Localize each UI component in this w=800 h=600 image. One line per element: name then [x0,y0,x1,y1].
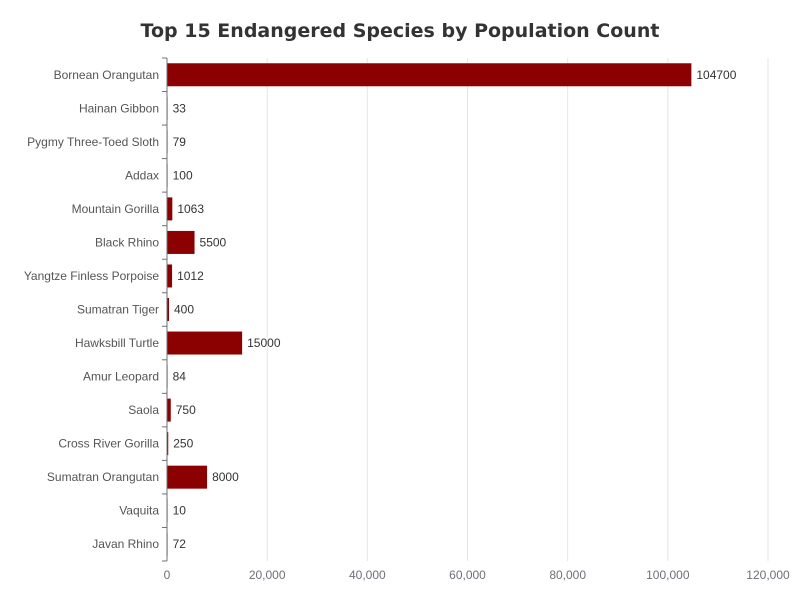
bar [167,331,243,355]
category-label: Hainan Gibbon [79,101,159,115]
category-label: Pygmy Three-Toed Sloth [27,135,159,149]
chart-title: Top 15 Endangered Species by Population … [140,20,660,42]
bar [167,398,171,422]
category-label: Cross River Gorilla [58,437,159,451]
labels: 0 20,000 40,000 60,000 80,000 100,000 120,000 B… [24,68,790,582]
category-label: Yangtze Finless Porpoise [24,269,160,283]
category-label: Amur Leopard [83,370,159,384]
category-label: Bornean Orangutan [54,68,159,82]
bar [167,264,173,288]
data-label: 400 [174,303,194,317]
data-label: 15000 [247,336,281,350]
bar [167,432,169,456]
x-tick-label: 120,000 [746,568,790,582]
data-label: 1012 [177,269,204,283]
data-label: 104700 [696,68,736,82]
category-label: Hawksbill Turtle [75,336,159,350]
bar [167,197,173,221]
x-tick-label: 100,000 [646,568,690,582]
data-label: 250 [173,437,193,451]
category-label: Javan Rhino [92,537,159,551]
bar [167,230,195,254]
data-label: 79 [173,135,187,149]
data-label: 100 [173,168,193,182]
axes [162,57,168,562]
x-tick-label: 40,000 [349,568,386,582]
data-label: 10 [173,504,187,518]
bars [167,63,692,556]
data-label: 84 [173,370,187,384]
x-tick-label: 60,000 [449,568,486,582]
bar [167,465,208,489]
x-tick-label: 80,000 [549,568,586,582]
category-label: Saola [128,403,159,417]
x-tick-label: 20,000 [249,568,286,582]
bar [167,63,692,87]
category-label: Sumatran Tiger [77,303,159,317]
bar [167,298,170,321]
category-label: Black Rhino [95,235,159,249]
data-label: 1063 [177,202,204,216]
category-label: Sumatran Orangutan [47,470,159,484]
x-tick-label: 0 [164,568,171,582]
category-label: Addax [125,168,159,182]
data-label: 8000 [212,470,239,484]
data-label: 33 [173,101,187,115]
data-label: 750 [176,403,196,417]
category-label: Vaquita [119,504,159,518]
grid-lines [266,58,769,561]
data-label: 72 [173,537,187,551]
data-label: 5500 [200,235,227,249]
category-label: Mountain Gorilla [72,202,160,216]
